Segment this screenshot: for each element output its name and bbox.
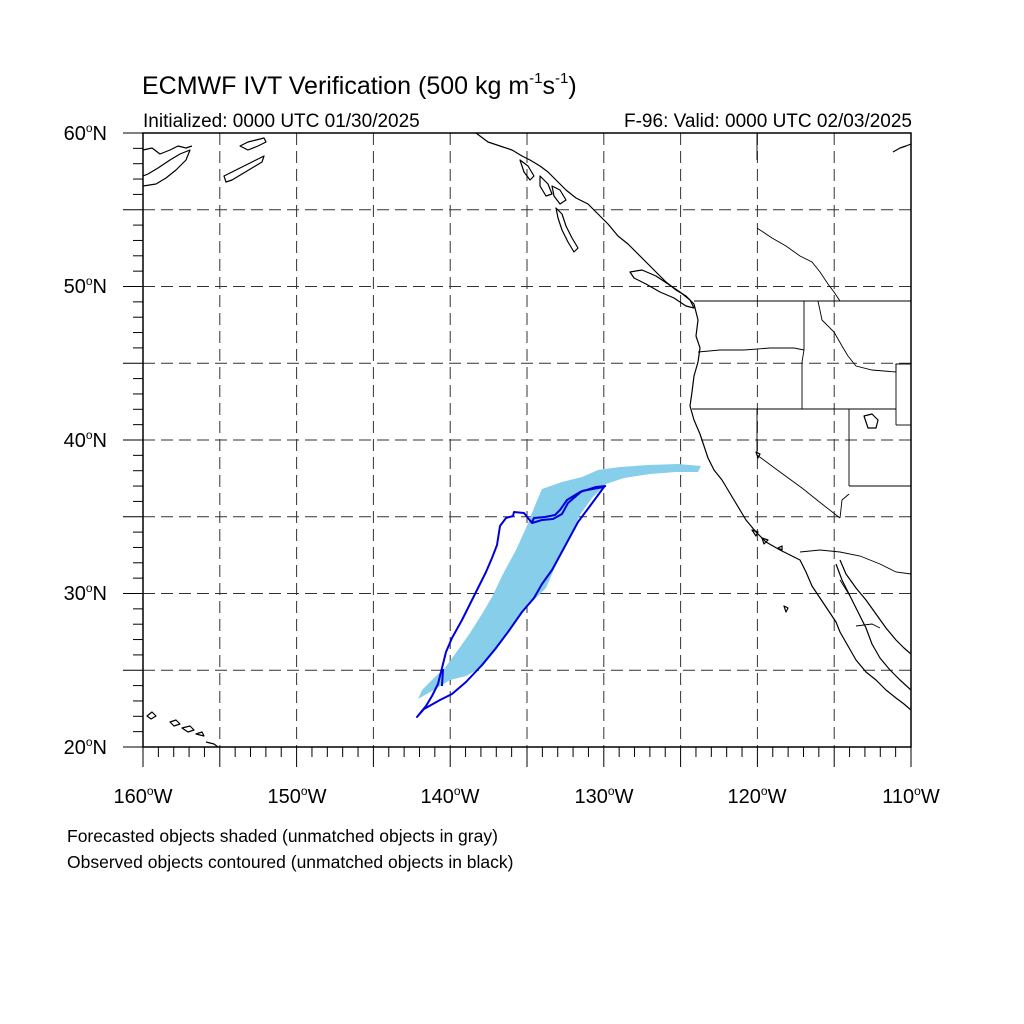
init-time-label: Initialized: 0000 UTC 01/30/2025 [143,111,420,132]
lat-label-20: 20oN [63,735,107,759]
chart-title: ECMWF IVT Verification (500 kg m-1s-1) [142,70,577,100]
coastlines [143,133,911,747]
political-boundaries [692,133,911,629]
lat-label-40: 40oN [63,428,107,452]
footer-forecast-note: Forecasted objects shaded (unmatched obj… [67,826,498,846]
observed-ivt-contour [416,486,605,718]
grid-lines [143,133,911,747]
lon-label-160w: 160oW [113,784,173,808]
forecast-ivt-object [418,464,701,699]
lon-label-130w: 130oW [574,784,634,808]
lat-label-60: 60oN [63,121,107,145]
footer-observed-note: Observed objects contoured (unmatched ob… [67,852,514,872]
valid-time-label: F-96: Valid: 0000 UTC 02/03/2025 [624,111,912,132]
lon-label-110w: 110oW [882,784,940,808]
axis-ticks [123,132,912,767]
lon-label-120w: 120oW [727,784,787,808]
lat-label-30: 30oN [63,581,107,605]
lat-label-50: 50oN [63,274,107,298]
observed-ivt-contour-segment [441,485,607,687]
lon-label-140w: 140oW [420,784,480,808]
lon-label-150w: 150oW [267,784,327,808]
